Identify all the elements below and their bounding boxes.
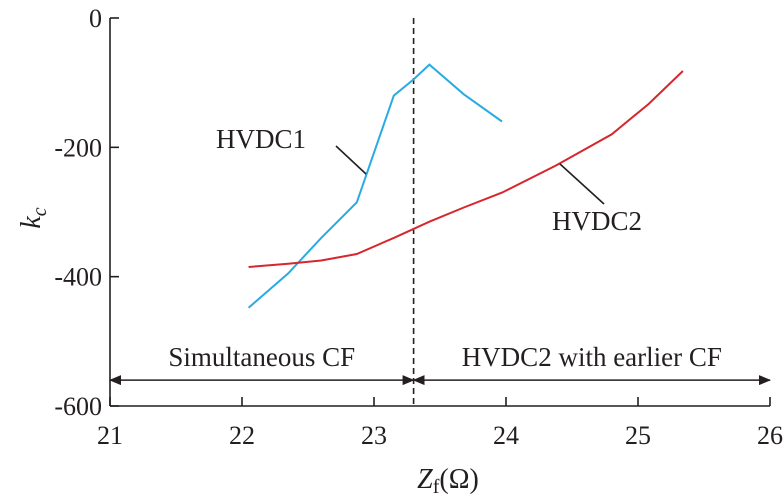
right-region-label: HVDC2 with earlier CF (462, 342, 722, 372)
x-tick-label: 23 (361, 421, 387, 450)
x-axis-label: Zf(Ω) (417, 464, 479, 498)
left-region-label: Simultaneous CF (168, 342, 355, 372)
leader-line-hvdc2 (559, 163, 605, 205)
x-axis-label-sub: f (433, 476, 440, 498)
x-tick-label: 25 (625, 421, 651, 450)
series-label-hvdc2: HVDC2 (552, 206, 642, 236)
series-line-hvdc2 (248, 70, 684, 268)
y-axis-label: kc (16, 207, 51, 228)
y-tick-label: -400 (54, 263, 102, 292)
x-ticks: 21 22 23 24 25 26 (97, 397, 783, 450)
y-axis-label-main: k (16, 216, 47, 229)
y-tick-label: 0 (89, 4, 102, 33)
x-axis-label-main: Z (417, 464, 433, 495)
x-axis-label-unit: (Ω) (439, 464, 478, 495)
series-line-hvdc1 (247, 63, 503, 309)
y-tick-label: -600 (54, 392, 102, 421)
x-tick-label: 22 (229, 421, 255, 450)
y-axis-label-sub: c (29, 207, 51, 216)
x-tick-label: 24 (493, 421, 519, 450)
x-tick-label: 26 (757, 421, 783, 450)
y-tick-label: -200 (54, 133, 102, 162)
series-label-hvdc1: HVDC1 (216, 124, 306, 154)
y-ticks: 0 -200 -400 -600 (54, 4, 119, 421)
x-tick-label: 21 (97, 421, 123, 450)
leader-line-hvdc1 (335, 145, 367, 175)
